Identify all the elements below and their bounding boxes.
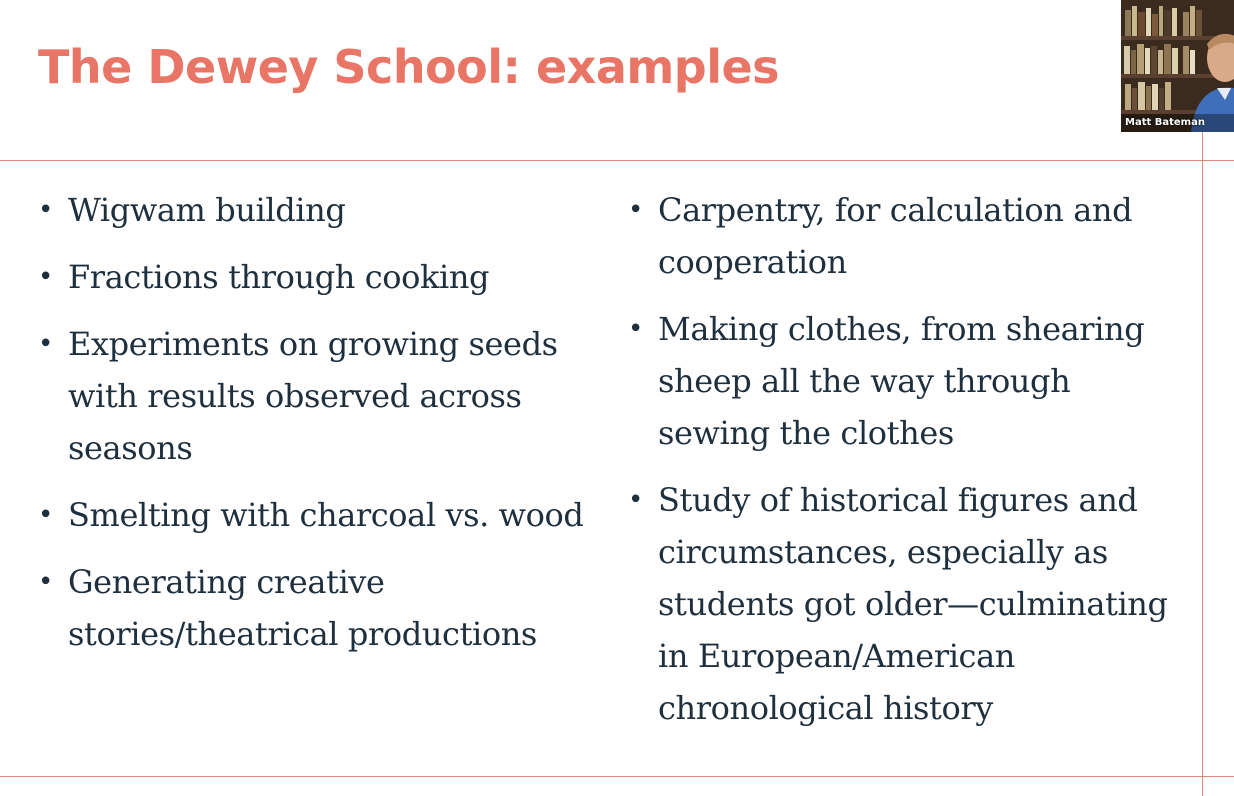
footer-divider (0, 776, 1234, 777)
bullet-icon: • (628, 314, 643, 344)
left-bullet-list: • Wigwam building • Fractions through cook… (38, 184, 598, 675)
list-item-text: Experiments on growing seeds with result… (68, 325, 558, 467)
list-item: • Carpentry, for calculation and cooperat… (628, 184, 1188, 288)
slide-title: The Dewey School: examples (38, 40, 780, 94)
list-item: • Smelting with charcoal vs. wood (38, 489, 598, 541)
participant-name-label: Matt Bateman (1125, 117, 1205, 128)
bullet-icon: • (38, 567, 53, 597)
bullet-icon: • (38, 195, 53, 225)
list-item-text: Study of historical figures and circumst… (658, 481, 1168, 727)
bullet-icon: • (628, 485, 643, 515)
video-feed-icon (1121, 0, 1234, 132)
list-item: • Experiments on growing seeds with resul… (38, 318, 598, 474)
list-item: • Generating creative stories/theatrical … (38, 556, 598, 660)
bullet-icon: • (628, 195, 643, 225)
participant-video-tile[interactable]: Matt Bateman (1121, 0, 1234, 132)
list-item: • Making clothes, from shearing sheep all… (628, 303, 1188, 459)
bullet-icon: • (38, 329, 53, 359)
list-item: • Study of historical figures and circums… (628, 474, 1188, 734)
title-divider (0, 160, 1234, 161)
list-item-text: Wigwam building (68, 191, 346, 229)
list-item-text: Smelting with charcoal vs. wood (68, 496, 584, 534)
right-margin-rule (1202, 132, 1203, 796)
list-item: • Fractions through cooking (38, 251, 598, 303)
list-item-text: Generating creative stories/theatrical p… (68, 563, 537, 653)
bullet-icon: • (38, 500, 53, 530)
list-item-text: Fractions through cooking (68, 258, 490, 296)
list-item-text: Making clothes, from shearing sheep all … (658, 310, 1145, 452)
bullet-icon: • (38, 262, 53, 292)
list-item: • Wigwam building (38, 184, 598, 236)
list-item-text: Carpentry, for calculation and cooperati… (658, 191, 1133, 281)
right-bullet-list: • Carpentry, for calculation and cooperat… (628, 184, 1188, 749)
